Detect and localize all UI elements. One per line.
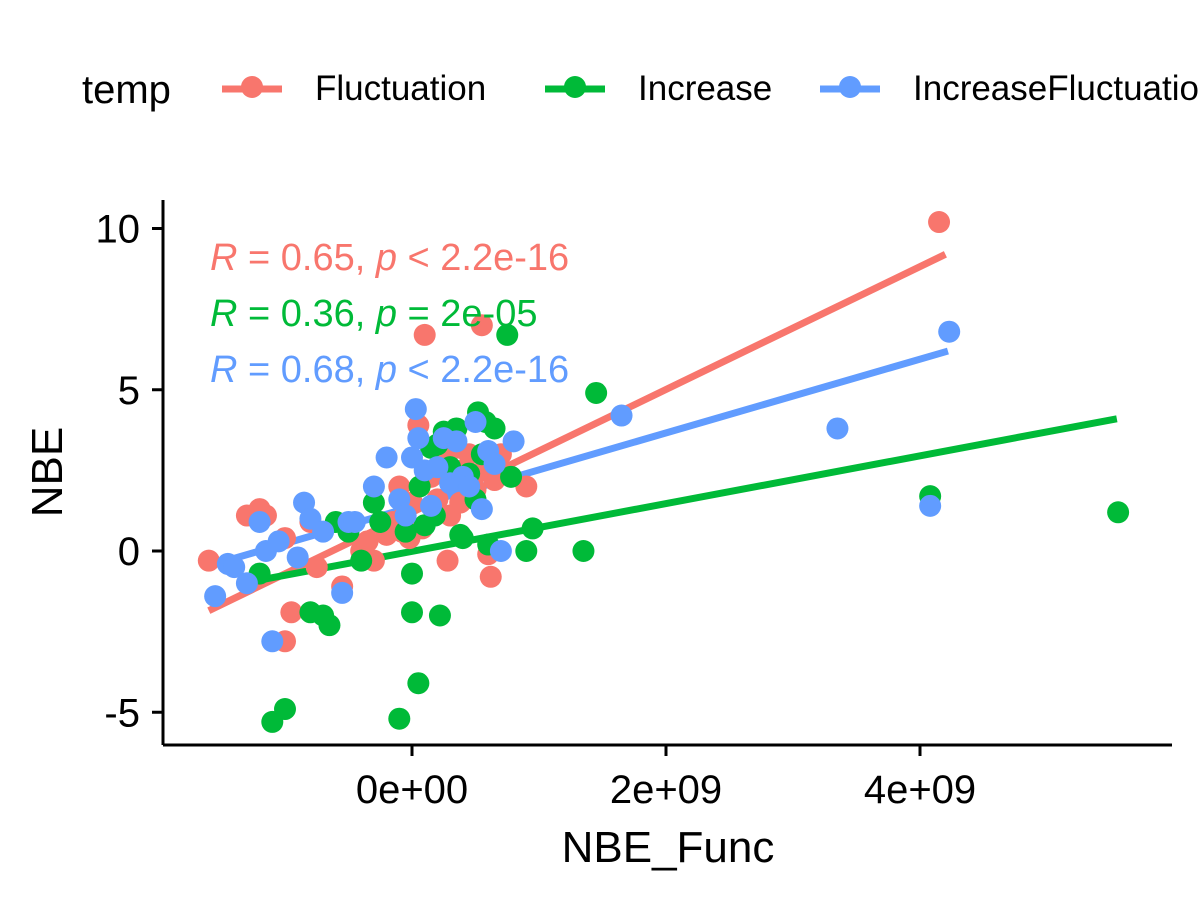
data-point-1	[318, 614, 341, 637]
data-point-2	[445, 430, 468, 453]
data-point-2	[826, 417, 849, 440]
data-point-0	[436, 549, 459, 572]
data-point-0	[356, 530, 379, 553]
data-point-0	[479, 565, 502, 588]
data-point-2	[248, 510, 271, 533]
stat-label-0: R = 0.65, p < 2.2e-16	[210, 237, 569, 279]
legend-item-0: Fluctuation	[222, 69, 486, 108]
data-point-2	[223, 556, 246, 579]
legend-key-point	[564, 76, 586, 98]
data-point-1	[521, 517, 544, 540]
data-point-1	[274, 698, 296, 721]
data-point-0	[413, 323, 436, 346]
y-tick-label: 0	[118, 530, 140, 574]
data-point-2	[407, 427, 430, 450]
data-point-2	[235, 572, 258, 595]
data-point-2	[331, 581, 354, 604]
legend-key-point	[839, 76, 861, 98]
data-point-2	[919, 494, 942, 517]
x-tick-label: 0e+00	[356, 768, 468, 812]
data-point-2	[404, 398, 427, 421]
data-point-2	[464, 411, 487, 433]
data-point-1	[369, 510, 392, 533]
y-tick-label: 5	[118, 369, 140, 413]
data-point-2	[261, 630, 284, 653]
stat-label-1: R = 0.36, p = 2e-05	[210, 293, 537, 335]
legend-items: Fluctuation Increase IncreaseFluctuation	[222, 69, 1200, 108]
data-point-1	[483, 417, 506, 440]
data-point-1	[451, 527, 474, 550]
x-tick-label: 2e+09	[610, 768, 722, 812]
legend-label: IncreaseFluctuation	[913, 69, 1200, 108]
data-point-2	[204, 585, 227, 608]
legend-key-point	[241, 76, 263, 98]
axes: 0e+00 2e+09 4e+09 -5 0 5 10 NBE_Func NBE	[23, 200, 1172, 872]
data-point-1	[585, 381, 608, 404]
data-point-1	[496, 323, 519, 346]
data-point-1	[407, 672, 430, 695]
data-point-1	[515, 540, 538, 562]
data-point-0	[305, 556, 328, 579]
x-axis-title: NBE_Func	[562, 823, 775, 872]
stat-labels: R = 0.65, p < 2.2e-16 R = 0.36, p = 2e-05…	[210, 237, 569, 391]
legend: temp Fluctuation Increase IncreaseFluctuat…	[82, 68, 1200, 112]
fit-line-0	[207, 251, 947, 614]
y-tick-label: -5	[104, 691, 140, 735]
stat-label-2: R = 0.68, p < 2.2e-16	[210, 349, 569, 391]
data-point-2	[375, 446, 398, 469]
legend-title: temp	[82, 68, 171, 112]
data-point-1	[350, 549, 373, 572]
legend-item-2: IncreaseFluctuation	[820, 69, 1200, 108]
data-point-2	[394, 504, 417, 527]
data-point-2	[610, 404, 633, 427]
data-point-2	[286, 546, 309, 569]
y-axis-title: NBE	[23, 427, 72, 517]
data-point-0	[280, 601, 303, 624]
data-point-2	[343, 510, 366, 533]
data-point-0	[483, 469, 506, 492]
legend-item-1: Increase	[545, 69, 772, 108]
data-point-2	[458, 475, 481, 498]
data-point-0	[197, 549, 220, 572]
data-point-2	[470, 498, 493, 521]
y-axis-ticks: -5 0 5 10	[96, 208, 163, 735]
data-point-2	[938, 320, 961, 343]
y-tick-label: 10	[96, 208, 141, 252]
data-point-2	[312, 520, 335, 543]
data-point-1	[500, 465, 523, 488]
data-point-1	[401, 601, 423, 624]
data-point-1	[394, 520, 417, 543]
plot-area: R = 0.65, p < 2.2e-16 R = 0.36, p = 2e-05…	[197, 211, 1130, 733]
data-point-2	[483, 452, 506, 475]
x-axis-ticks: 0e+00 2e+09 4e+09	[356, 745, 976, 812]
data-point-2	[489, 540, 512, 562]
data-point-1	[428, 604, 451, 627]
legend-label: Fluctuation	[315, 69, 486, 108]
data-point-2	[267, 530, 290, 553]
data-points	[197, 211, 1130, 733]
legend-label: Increase	[638, 69, 772, 108]
data-point-2	[362, 475, 385, 498]
data-point-2	[502, 430, 525, 453]
data-point-0	[470, 314, 493, 337]
data-point-1	[572, 540, 595, 562]
data-point-2	[420, 494, 443, 517]
data-point-1	[401, 562, 423, 585]
data-point-0	[928, 211, 951, 234]
data-point-1	[388, 707, 411, 730]
x-tick-label: 4e+09	[864, 768, 976, 812]
data-point-1	[1107, 501, 1130, 524]
data-point-2	[426, 456, 449, 479]
data-point-1	[362, 491, 385, 514]
fit-line-1	[258, 415, 1118, 584]
